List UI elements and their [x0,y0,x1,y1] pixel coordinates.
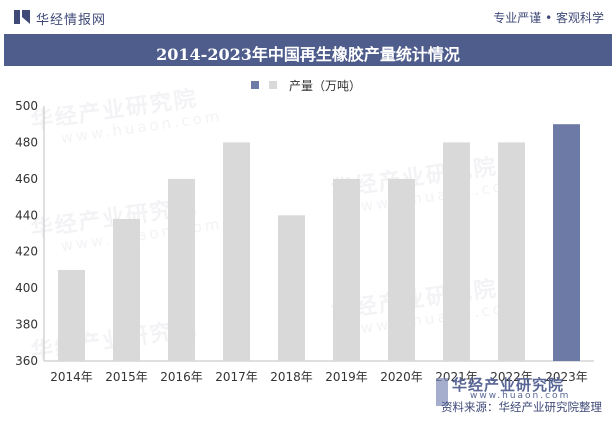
bar-2017年 [223,142,250,361]
bar-2016年 [168,178,195,361]
bar-2015年 [113,218,140,361]
header: 华经情报网 专业严谨 • 客观科学 [0,0,616,34]
y-tick-label: 380 [15,318,38,332]
y-tick-label: 420 [15,245,38,259]
y-tick-label: 400 [15,281,38,295]
footer-url: www.huaon.com [470,391,571,401]
x-tick-label: 2017年 [215,370,258,384]
bar-2021年 [443,142,470,361]
x-tick-label: 2016年 [160,370,203,384]
x-tick-label: 2015年 [105,370,148,384]
x-tick-label: 2018年 [270,370,313,384]
y-tick-label: 500 [15,99,38,113]
brand-name: 华经情报网 [36,13,107,28]
bar-2022年 [498,142,525,361]
brand-logo-icon [14,10,30,24]
x-tick-label: 2020年 [380,370,423,384]
title-bar: 2014-2023年中国再生橡胶产量统计情况 [4,34,612,66]
y-tick-label: 440 [15,208,38,222]
footer-brand: 华经产业研究院 [452,376,565,394]
bar-2019年 [333,178,360,361]
bar-2014年 [58,269,85,361]
x-tick-label: 2014年 [50,370,93,384]
legend-swatch-highlight [251,81,259,89]
footer-logo-icon [436,378,448,406]
bar-2018年 [278,215,305,361]
y-tick-label: 480 [15,135,38,149]
x-tick-label: 2019年 [325,370,368,384]
bar-2023年 [553,124,580,361]
y-tick-label: 360 [15,354,38,368]
x-tick-label: 2022年 [490,370,533,384]
x-tick-label: 2023年 [545,370,588,384]
tagline: 专业严谨 • 客观科学 [493,11,604,25]
bar-2020年 [388,178,415,361]
chart-title: 2014-2023年中国再生橡胶产量统计情况 [156,45,460,64]
legend-label: 产量（万吨） [289,78,362,93]
legend-swatch [269,81,277,89]
legend: 产量（万吨） [251,76,361,94]
y-tick-label: 460 [15,172,38,186]
source-note: 资料来源：华经产业研究院整理 [441,400,602,414]
